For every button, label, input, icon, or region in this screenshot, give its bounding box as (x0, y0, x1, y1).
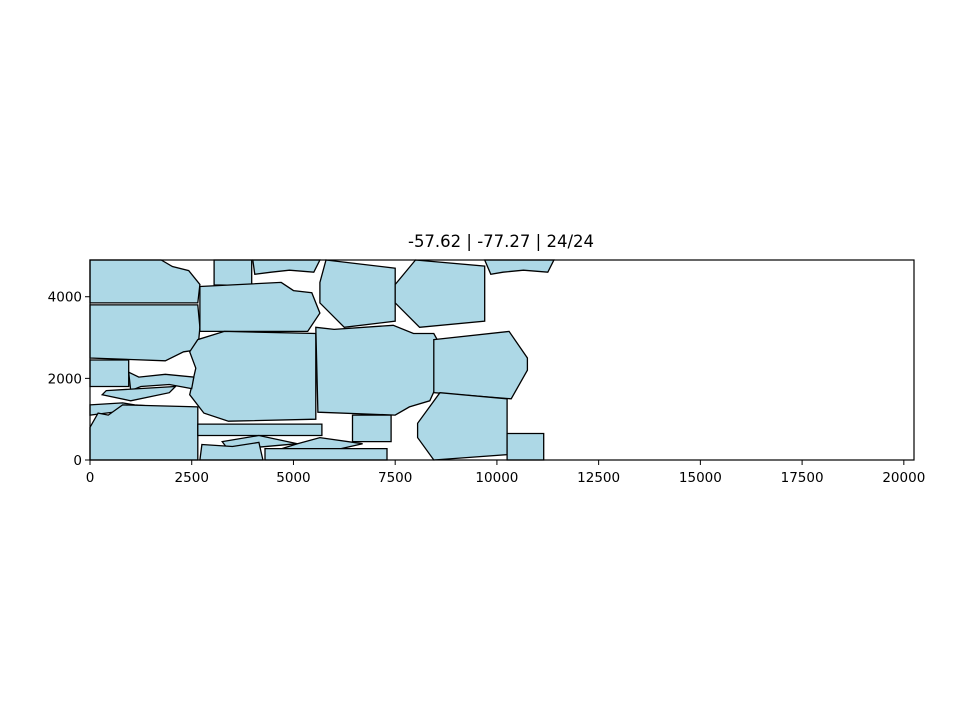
polygon-layer (89, 259, 555, 461)
chart-title: -57.62 | -77.27 | 24/24 (408, 232, 594, 251)
x-tick-label: 0 (86, 470, 95, 486)
polygon-piece-12 (89, 359, 130, 388)
y-tick-label: 4000 (48, 290, 82, 306)
axes: 0 2500 5000 7500 10000 12500 15000 17500 20000 0… (48, 259, 925, 486)
polygon-piece-7 (394, 259, 486, 328)
x-tick-label: 5000 (276, 470, 310, 486)
polygon-piece-22 (199, 441, 264, 461)
y-tick-label: 2000 (48, 371, 82, 387)
y-axis-ticks: 0 2000 4000 (48, 290, 90, 469)
x-tick-label: 7500 (378, 470, 412, 486)
polygon-piece-18 (351, 414, 392, 443)
x-tick-label: 12500 (577, 470, 620, 486)
polygon-piece-5 (199, 281, 321, 333)
polygon-piece-9 (188, 330, 317, 422)
plot-frame (89, 259, 915, 461)
polygon-piece-1 (89, 259, 201, 304)
polygon-piece-4 (89, 304, 201, 362)
polygon-piece-10 (315, 324, 445, 416)
polygon-piece-24 (264, 447, 388, 461)
polygon-piece-20 (506, 432, 545, 461)
x-tick-label: 17500 (781, 470, 824, 486)
x-tick-label: 10000 (475, 470, 518, 486)
x-tick-label: 2500 (175, 470, 209, 486)
x-axis-ticks: 0 2500 5000 7500 10000 12500 15000 17500 20000 (86, 460, 925, 486)
y-tick-label: 0 (73, 453, 82, 469)
polygon-piece-6 (319, 259, 396, 328)
polygon-piece-17 (197, 423, 323, 437)
polygon-piece-11 (433, 330, 529, 400)
polygon-piece-2 (213, 259, 253, 287)
x-tick-label: 15000 (679, 470, 722, 486)
polygon-piece-14 (100, 385, 178, 402)
x-tick-label: 20000 (882, 470, 925, 486)
